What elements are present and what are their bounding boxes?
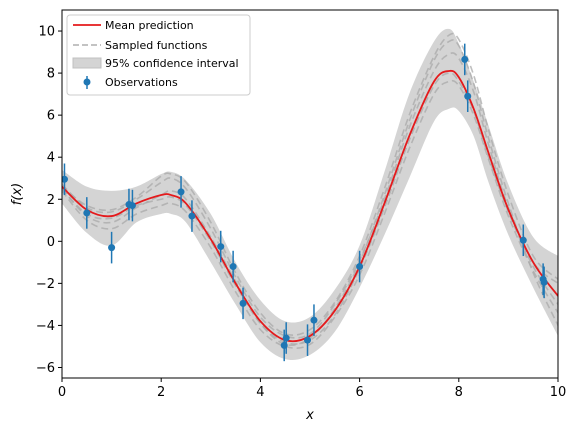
observation-point [217, 230, 225, 263]
confidence-interval-band [62, 28, 558, 360]
observation-point [519, 224, 527, 257]
observation-marker [188, 212, 196, 220]
legend-mean-label: Mean prediction [105, 19, 194, 32]
sampled-function-1 [62, 39, 558, 347]
x-tick-label: 8 [455, 385, 463, 400]
observation-point [177, 176, 185, 208]
legend-sampled-label: Sampled functions [105, 39, 208, 52]
observation-point [310, 304, 318, 336]
observation-marker [310, 316, 318, 324]
y-axis-ticks: −6 −4 −2 0 2 4 6 8 10 [36, 25, 62, 376]
observation-point [461, 43, 469, 76]
x-tick-label: 10 [550, 385, 567, 400]
legend-band-label: 95% confidence interval [105, 57, 239, 70]
observation-marker [464, 92, 472, 100]
y-tick-label: 8 [47, 67, 55, 82]
y-tick-label: −6 [36, 361, 55, 376]
observation-marker [356, 263, 364, 271]
y-tick-label: −2 [36, 277, 55, 292]
observation-point [108, 231, 116, 264]
plot-frame [61, 9, 559, 379]
observation-marker [540, 278, 548, 286]
plot-area [62, 28, 558, 362]
observation-marker [282, 334, 290, 342]
observation-marker [83, 209, 91, 217]
x-tick-label: 0 [58, 385, 66, 400]
legend-observations-marker [83, 78, 91, 86]
legend: Mean prediction Sampled functions 95% co… [66, 14, 251, 96]
y-tick-label: −4 [36, 319, 55, 334]
observation-point [188, 200, 196, 232]
observation-marker [217, 243, 225, 251]
observation-point [540, 266, 548, 299]
observation-marker [177, 188, 185, 196]
observation-marker [461, 55, 469, 63]
observations [62, 43, 548, 362]
observation-point [464, 80, 472, 112]
x-axis-ticks: 0 2 4 6 8 10 [58, 378, 566, 400]
observation-marker [239, 299, 247, 307]
sampled-function-3 [62, 79, 558, 349]
legend-box [66, 14, 251, 96]
observation-marker [108, 244, 116, 252]
sampled-function-4 [62, 32, 558, 336]
y-tick-label: 6 [47, 109, 55, 124]
observation-marker [62, 175, 68, 183]
observation-point [62, 163, 68, 196]
legend-band-swatch [72, 57, 102, 69]
observation-marker [128, 202, 136, 210]
y-tick-label: 0 [47, 235, 55, 250]
x-tick-label: 4 [256, 385, 264, 400]
observation-point [83, 197, 91, 229]
observation-marker [519, 236, 527, 244]
observation-point [128, 189, 136, 222]
y-tick-label: 4 [47, 151, 55, 166]
observation-point [282, 322, 290, 354]
observation-point [239, 287, 247, 320]
observation-point [356, 250, 364, 283]
legend-observations-label: Observations [105, 76, 178, 89]
y-tick-label: 10 [38, 25, 55, 40]
y-axis-label: f(x) [10, 183, 25, 205]
observation-marker [229, 263, 237, 271]
sampled-function-2 [62, 52, 558, 339]
mean-prediction-line [62, 69, 558, 343]
x-tick-label: 2 [157, 385, 165, 400]
observation-point [229, 250, 237, 283]
observation-marker [304, 336, 312, 344]
observation-point [304, 324, 312, 356]
x-tick-label: 6 [355, 385, 363, 400]
x-axis-label: x [305, 408, 314, 423]
y-tick-label: 2 [47, 193, 55, 208]
